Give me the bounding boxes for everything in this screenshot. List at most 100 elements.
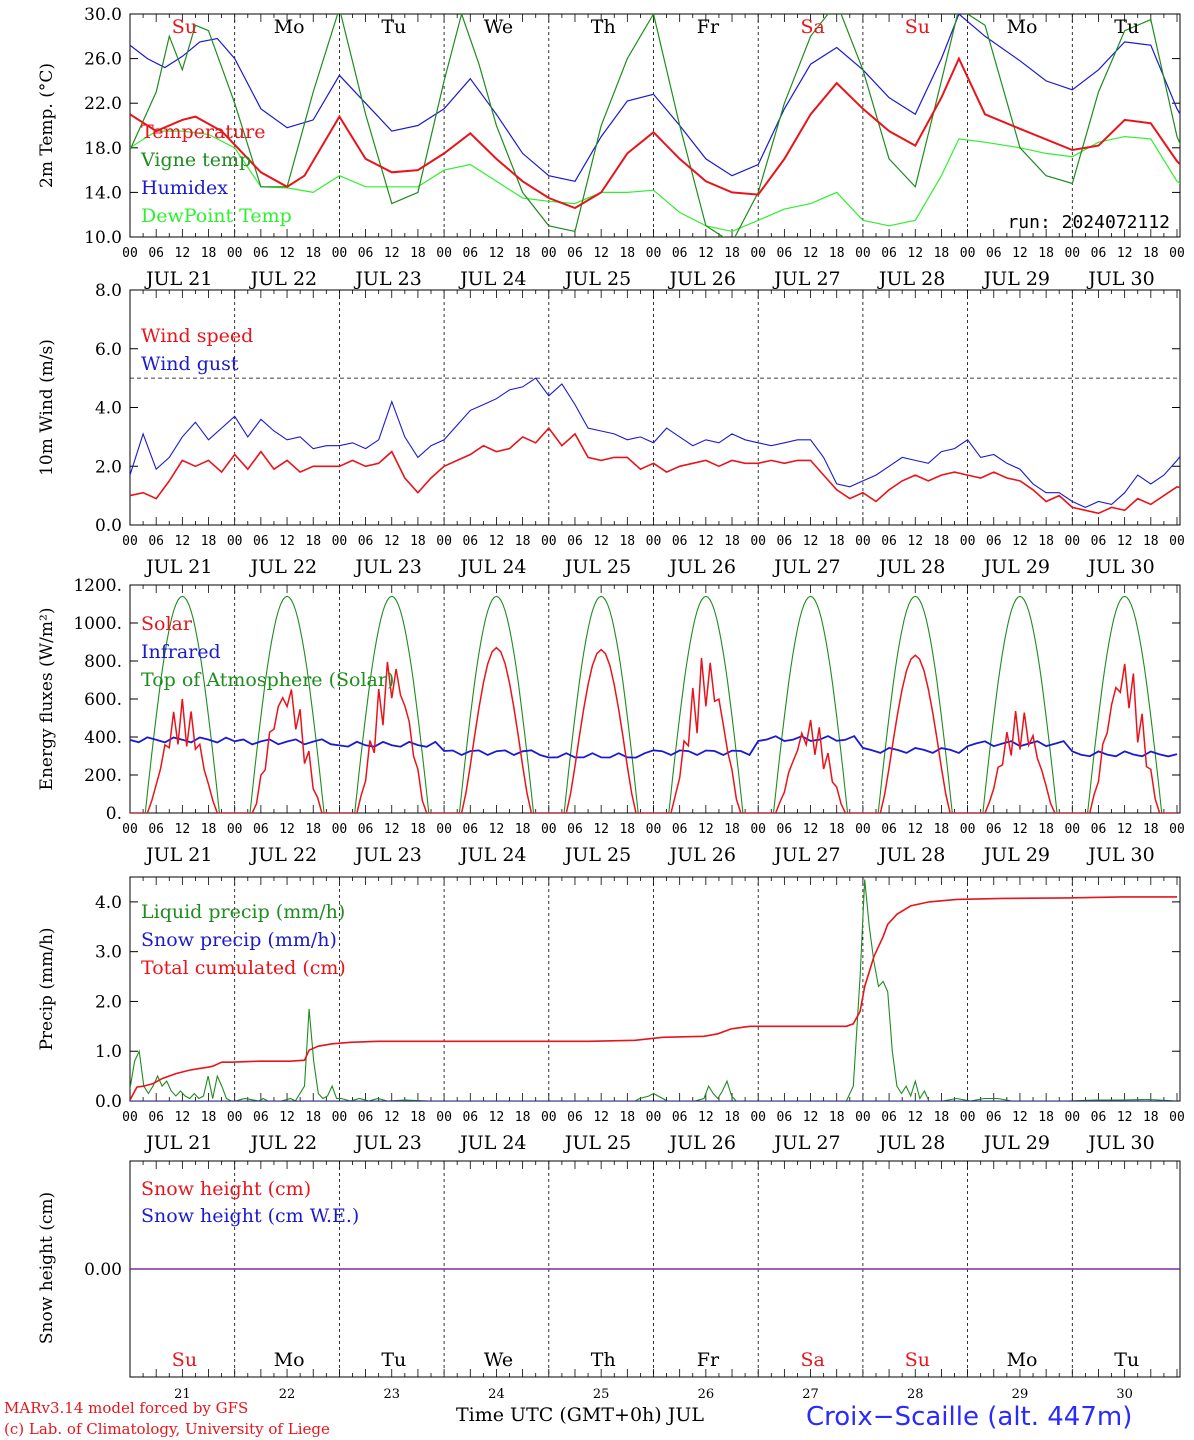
y-axis-label: 2m Temp. (°C) <box>37 63 57 188</box>
hour-tick-label: 18 <box>515 1110 531 1125</box>
hour-tick-label: 18 <box>1143 822 1159 837</box>
hour-tick-label: 12 <box>593 246 609 261</box>
hour-tick-label: 18 <box>1038 822 1054 837</box>
hour-tick-label: 06 <box>777 246 793 261</box>
hour-tick-label: 12 <box>907 246 923 261</box>
legend-temperature: Temperature <box>141 121 265 143</box>
legend-snow-height-cm-w-e-: Snow height (cm W.E.) <box>141 1205 359 1227</box>
hour-tick-label: 18 <box>724 1110 740 1125</box>
panel-frame-3 <box>129 584 1181 814</box>
series-solar <box>130 646 1177 813</box>
hour-tick-label: 12 <box>907 822 923 837</box>
weekday-label: Sa <box>800 1349 824 1371</box>
weekday-label: Mo <box>274 1349 305 1371</box>
hour-tick-label: 00 <box>541 534 557 549</box>
weekday-label: Su <box>172 1349 197 1371</box>
hour-tick-label: 06 <box>777 534 793 549</box>
date-label: JUL 29 <box>982 844 1050 866</box>
hour-tick-label: 00 <box>436 822 452 837</box>
hour-tick-label: 06 <box>567 246 583 261</box>
hour-tick-label: 18 <box>619 534 635 549</box>
y-tick-label: 26.0 <box>84 50 122 70</box>
hour-tick-label: 12 <box>489 246 505 261</box>
hour-tick-label: 00 <box>541 822 557 837</box>
date-label: JUL 22 <box>249 268 317 290</box>
hour-tick-label: 18 <box>829 534 845 549</box>
date-label: JUL 22 <box>249 844 317 866</box>
hour-tick-label: 00 <box>1169 822 1185 837</box>
day-number-label: 25 <box>593 1387 610 1402</box>
hour-tick-label: 06 <box>253 822 269 837</box>
date-label: JUL 22 <box>249 556 317 578</box>
y-tick-label: 1000. <box>73 614 122 634</box>
run-label: run: 2024072112 <box>1007 212 1170 233</box>
date-label: JUL 27 <box>772 844 840 866</box>
date-label: JUL 25 <box>563 1132 631 1154</box>
legend-wind-speed: Wind speed <box>141 325 253 347</box>
hour-tick-label: 06 <box>462 822 478 837</box>
hour-tick-label: 00 <box>1064 1110 1080 1125</box>
hour-tick-label: 12 <box>489 822 505 837</box>
hour-tick-label: 00 <box>1064 246 1080 261</box>
hour-tick-label: 00 <box>332 822 348 837</box>
hour-tick-label: 18 <box>619 246 635 261</box>
date-label: JUL 21 <box>144 844 212 866</box>
hour-tick-label: 06 <box>1091 822 1107 837</box>
y-tick-label: 600. <box>84 690 122 710</box>
date-label: JUL 24 <box>458 1132 526 1154</box>
weekday-label: Tu <box>381 1349 406 1371</box>
hour-tick-label: 06 <box>881 534 897 549</box>
weekday-label: Su <box>905 16 930 38</box>
hour-tick-label: 00 <box>960 822 976 837</box>
series-infrared <box>130 734 1178 759</box>
y-tick-label: 3.0 <box>95 943 122 963</box>
legend-vigne-temp: Vigne temp <box>140 149 251 171</box>
date-label: JUL 24 <box>458 556 526 578</box>
hour-tick-label: 12 <box>907 1110 923 1125</box>
y-tick-label: 2.0 <box>95 992 122 1012</box>
date-label: JUL 29 <box>982 1132 1050 1154</box>
hour-tick-label: 06 <box>253 246 269 261</box>
hour-tick-label: 12 <box>593 534 609 549</box>
model-credit: MARv3.14 model forced by GFS <box>4 1399 249 1417</box>
hour-tick-label: 00 <box>750 822 766 837</box>
hour-tick-label: 00 <box>541 1110 557 1125</box>
hour-tick-label: 00 <box>122 822 138 837</box>
hour-tick-label: 12 <box>489 534 505 549</box>
hour-tick-label: 18 <box>724 822 740 837</box>
hour-tick-label: 12 <box>1012 1110 1028 1125</box>
date-label: JUL 30 <box>1086 1132 1154 1154</box>
hour-tick-label: 06 <box>148 246 164 261</box>
legend-liquid-precip-mm-h-: Liquid precip (mm/h) <box>141 901 345 923</box>
hour-tick-label: 06 <box>358 822 374 837</box>
hour-tick-label: 00 <box>1064 822 1080 837</box>
hour-tick-label: 06 <box>986 1110 1002 1125</box>
hour-tick-label: 00 <box>436 1110 452 1125</box>
hour-tick-label: 18 <box>201 822 217 837</box>
hour-tick-label: 12 <box>803 1110 819 1125</box>
y-tick-label: 1.0 <box>95 1042 122 1062</box>
day-number-label: 24 <box>488 1387 505 1402</box>
hour-tick-label: 06 <box>148 534 164 549</box>
hour-tick-label: 18 <box>724 534 740 549</box>
date-label: JUL 23 <box>353 268 421 290</box>
legend-humidex: Humidex <box>141 177 228 199</box>
legend-total-cumulated-cm-: Total cumulated (cm) <box>141 957 346 979</box>
hour-tick-label: 12 <box>698 1110 714 1125</box>
hour-tick-label: 06 <box>567 822 583 837</box>
hour-tick-label: 06 <box>777 822 793 837</box>
hour-tick-label: 00 <box>332 534 348 549</box>
y-tick-label: 2.0 <box>95 457 122 477</box>
hour-tick-label: 06 <box>986 534 1002 549</box>
hour-tick-label: 00 <box>227 246 243 261</box>
hour-tick-label: 18 <box>305 246 321 261</box>
date-label: JUL 30 <box>1086 844 1154 866</box>
hour-tick-label: 06 <box>462 534 478 549</box>
hour-tick-label: 06 <box>1091 246 1107 261</box>
hour-tick-label: 12 <box>698 246 714 261</box>
hour-tick-label: 18 <box>934 246 950 261</box>
series-top-of-atmosphere-solar <box>130 595 1177 813</box>
hour-tick-label: 06 <box>1091 1110 1107 1125</box>
hour-tick-label: 18 <box>934 822 950 837</box>
hour-tick-label: 18 <box>829 1110 845 1125</box>
